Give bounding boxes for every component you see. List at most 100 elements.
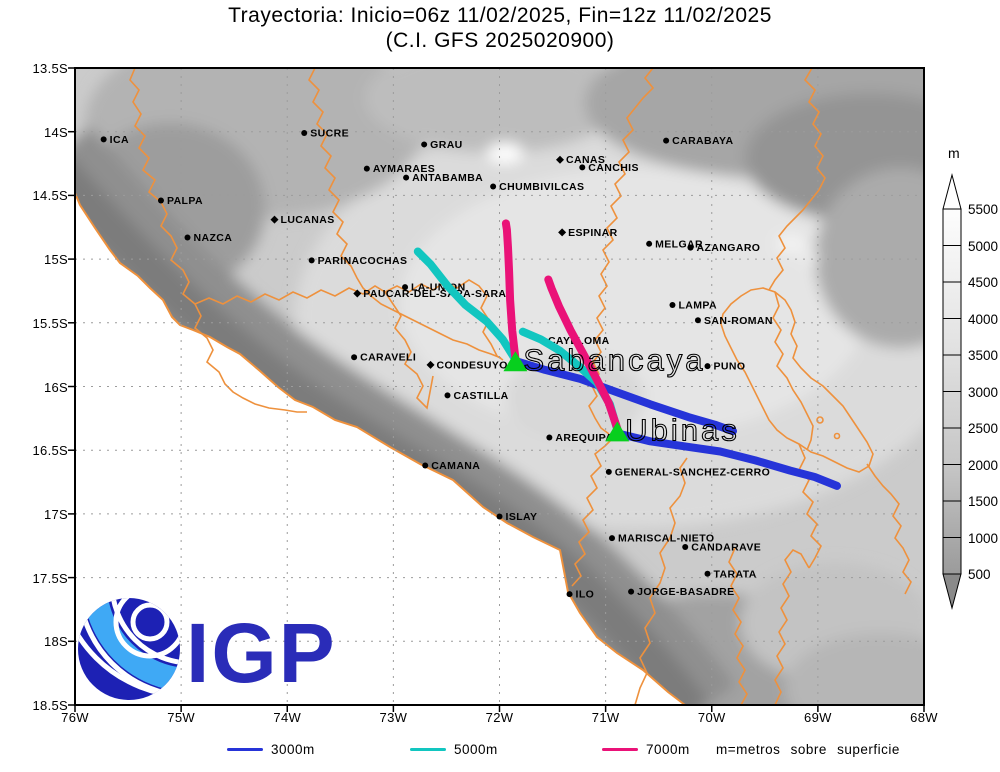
legend-label-7000m: 7000m (646, 742, 690, 757)
volcano-marker-ubinas (605, 421, 630, 442)
lon-tick-label: 72W (485, 710, 514, 725)
station-marker-dot (402, 284, 409, 291)
station-marker-dot (663, 137, 670, 144)
lon-tick-label: 71W (591, 710, 620, 725)
lat-tick-label: 16S (43, 379, 68, 395)
lon-tick-label: 73W (379, 710, 408, 725)
trajectory-ubinas-7000m (544, 275, 622, 433)
legend-label-3000m: 3000m (271, 742, 315, 757)
station-marker-dot (308, 257, 315, 264)
station-marker-dot (704, 363, 711, 370)
volcano-label-sabancaya: Sabancaya (523, 342, 705, 377)
station-marker-dot (682, 544, 689, 551)
lat-tick-label: 18S (43, 634, 68, 650)
station-label: CANCHIS (588, 162, 639, 174)
station-marker-dot (157, 197, 164, 204)
colorbar-ticks (943, 208, 961, 575)
station-marker-diamond (353, 289, 362, 298)
station-marker-dot (669, 301, 676, 308)
lon-tick-label: 76W (61, 710, 89, 725)
station-label: CARABAYA (672, 135, 733, 147)
station-marker-diamond (426, 360, 435, 369)
station-label: ICA (110, 134, 129, 146)
page-title: Trayectoria: Inicio=06z 11/02/2025, Fin=… (228, 4, 772, 27)
station-marker-dot (704, 570, 711, 577)
elevation-colorbar: m 5500 5000 4500 4000 3500 3000 2500 2000 1500 10… (930, 145, 1000, 625)
station-label: JORGE-BASADRE (637, 586, 734, 598)
colorbar-tick-label: 4000 (968, 311, 999, 327)
colorbar-tick-label: 2000 (968, 457, 999, 473)
station-label: AREQUIPA (555, 432, 613, 444)
axis-ticks (68, 67, 925, 712)
station-marker-dot (496, 513, 503, 520)
station-marker-dot (301, 129, 308, 136)
station-marker-dot (351, 354, 358, 361)
station-label: MARISCAL-NIETO (618, 533, 714, 545)
station-marker-dot (363, 165, 370, 172)
volcano-marker-sabancaya (503, 351, 528, 372)
station-marker-dot (403, 174, 410, 181)
terrain-shading (75, 68, 924, 705)
lat-tick-label: 15.5S (32, 315, 68, 331)
colorbar-tick-label: 5500 (968, 202, 999, 217)
trajectory-layer (413, 219, 841, 490)
station-marker-dot (608, 535, 615, 542)
station-marker-dot (184, 234, 191, 241)
legend-note: m=metros sobre superficie (716, 742, 900, 757)
page-subtitle: (C.I. GFS 2025020900) (385, 29, 615, 52)
lat-tick-label: 14.5S (32, 188, 68, 204)
lat-tick-label: 16.5S (32, 443, 68, 459)
lat-tick-label: 13.5S (32, 61, 68, 76)
map-area: ICA SUCRE GRAU AYMARAES ANTABAMBA CHUMBIVILCA… (68, 67, 925, 712)
legend-label-5000m: 5000m (454, 742, 498, 757)
station-label: CASTILLA (453, 390, 508, 402)
volcano-layer: Sabancaya Ubinas (503, 342, 737, 448)
colorbar-top-arrow (942, 173, 962, 210)
legend-line-7000m (602, 748, 638, 751)
station-label: ILO (576, 589, 595, 601)
lat-tick-label: 17.5S (32, 570, 68, 586)
station-label: AZANGARO (697, 242, 761, 254)
station-label: LAMPA (678, 299, 717, 311)
lon-tick-label: 69W (804, 710, 832, 725)
station-marker-diamond (555, 155, 564, 164)
station-marker-dot (694, 317, 701, 324)
colorbar-tick-label: 4500 (968, 275, 999, 290)
lon-tick-label: 68W (910, 710, 938, 725)
station-label: ISLAY (506, 511, 538, 523)
lon-tick-label: 74W (273, 710, 302, 725)
lat-tick-label: 18.5S (32, 698, 68, 713)
station-label: NAZCA (193, 232, 232, 244)
lat-tick-label: 17S (43, 506, 68, 522)
station-label: ESPINAR (568, 227, 617, 239)
trajectory-ubinas-3000m (614, 429, 841, 490)
legend-line-3000m (227, 748, 263, 751)
station-label: AYMARAES (373, 163, 435, 175)
station-marker-dot (100, 136, 107, 143)
igp-logo: IGP (78, 598, 335, 700)
colorbar-tick-label: 500 (968, 567, 991, 582)
trajectory-sabancaya-3000m (511, 357, 737, 436)
station-label: SAN-ROMAN (704, 315, 773, 327)
station-marker-diamond (270, 215, 279, 224)
colorbar-tick-label: 5000 (968, 238, 999, 254)
lat-tick-label: 15S (43, 252, 68, 268)
station-label: GRAU (430, 139, 463, 151)
station-label: PUNO (714, 361, 746, 373)
station-label: CANAS (566, 154, 605, 166)
legend-line-5000m (410, 748, 446, 751)
station-marker-dot (422, 462, 429, 469)
colorbar-tick-label: 2500 (968, 421, 999, 436)
colorbar-bottom-arrow (942, 573, 962, 610)
station-label: CONDESUYOS (437, 359, 516, 371)
station-marker-dot (444, 392, 451, 399)
station-label: CANDARAVE (691, 542, 761, 554)
station-marker-dot (490, 183, 497, 190)
lat-tick-label: 14S (43, 124, 68, 140)
station-label: SUCRE (310, 127, 349, 139)
station-marker-dot (628, 588, 635, 595)
station-label: CHUMBIVILCAS (499, 181, 584, 193)
